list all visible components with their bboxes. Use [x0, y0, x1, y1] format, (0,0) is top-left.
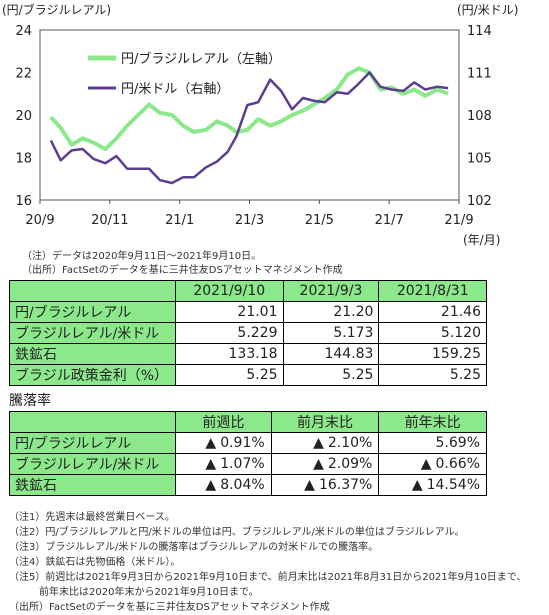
footnote: （注2）円/ブラジルレアルと円/米ドルの単位は円、ブラジルレアル/米ドルの単位は… — [9, 527, 465, 538]
y-left-tick-labels: 16 18 20 22 24 — [15, 24, 32, 209]
cell-value: ▲ 2.10% — [270, 432, 380, 454]
table-row: 鉄鉱石 133.18 144.83 159.25 — [9, 343, 487, 365]
table-row: 円/ブラジルレアル ▲ 0.91% ▲ 2.10% 5.69% — [9, 432, 487, 454]
header-blank-cell — [9, 280, 176, 302]
cell-value: 5.25 — [282, 364, 380, 386]
change-table: 前週比 前月末比 前年末比 円/ブラジルレアル ▲ 0.91% ▲ 2.10% 5.… — [9, 411, 487, 496]
footnote: （注5）前週比は2021年9月3日から2021年9月10日まで、前月末比は202… — [9, 572, 527, 583]
decline-mark: ▲ — [313, 435, 324, 451]
table-row: ブラジルレアル/米ドル 5.229 5.173 5.120 — [9, 322, 487, 344]
table-row: ブラジルレアル/米ドル ▲ 1.07% ▲ 2.09% ▲ 0.66% — [9, 453, 487, 475]
x-tick-label: 20/11 — [91, 213, 128, 228]
cell-value: 21.20 — [282, 301, 380, 323]
row-label: ブラジルレアル/米ドル — [9, 322, 176, 344]
table-row: 鉄鉱石 ▲ 8.04% ▲ 16.37% ▲ 14.54% — [9, 474, 487, 496]
footnote: 前年末比は2020年末から2021年9月10日まで。 — [9, 587, 259, 598]
x-tick-label: 21/3 — [235, 213, 264, 228]
y-left-axis-title: (円/ブラジルレアル) — [2, 2, 111, 17]
cell-value: ▲ 1.07% — [175, 453, 272, 475]
y-right-tick-labels: 102 105 108 111 114 — [467, 24, 492, 209]
fx-line-chart: (円/ブラジルレアル) (円/米ドル) 16 18 20 22 24 102 105 108… — [2, 2, 518, 247]
decline-mark: ▲ — [420, 456, 432, 472]
header-period: 前月末比 — [270, 411, 380, 433]
y-left-tick-label: 16 — [15, 194, 32, 209]
cell-value: 5.173 — [282, 322, 380, 344]
y-right-tick-label: 111 — [467, 67, 492, 82]
y-right-tick-label: 114 — [467, 24, 492, 39]
chart-source: （出所）FactSetのデータを基に三井住友DSアセットマネジメント作成 — [22, 265, 343, 276]
chart-note: （注）データは2020年9月11日～2021年9月10日。 — [22, 251, 262, 262]
x-tick-labels: 20/9 20/11 21/1 21/3 21/5 21/7 21/9 — [25, 200, 474, 228]
y-right-tick-label: 105 — [467, 152, 492, 167]
x-tick-label: 20/9 — [25, 213, 54, 228]
cell-value: 5.229 — [175, 322, 284, 344]
cell-value: 5.25 — [378, 364, 487, 386]
y-left-tick-label: 24 — [15, 24, 32, 39]
legend-label-usd: 円/米ドル（右軸） — [121, 82, 229, 97]
rates-table: 2021/9/10 2021/9/3 2021/8/31 円/ブラジルレアル 2… — [9, 280, 487, 386]
row-label: 円/ブラジルレアル — [9, 301, 176, 323]
cell-value: 21.01 — [175, 301, 284, 323]
footnote: （注4）鉄鉱石は先物価格（米ドル）。 — [9, 557, 181, 568]
y-right-axis-title: (円/米ドル) — [457, 3, 518, 17]
cell-value: 5.120 — [378, 322, 487, 344]
y-right-tick-label: 108 — [467, 109, 492, 124]
footnote: （注1）先週末は最終営業日ベース。 — [9, 512, 175, 523]
header-date: 2021/8/31 — [378, 280, 487, 302]
cell-value: ▲ 2.09% — [270, 453, 380, 475]
cell-value: 133.18 — [175, 343, 284, 365]
footnote: （出所）FactSetのデータを基に三井住友DSアセットマネジメント作成 — [9, 602, 330, 613]
legend-label-brl: 円/ブラジルレアル（左軸） — [121, 51, 281, 67]
cell-value: 159.25 — [378, 343, 487, 365]
cell-value: ▲ 16.37% — [270, 474, 380, 496]
decline-mark: ▲ — [313, 456, 324, 472]
rates-table-header: 2021/9/10 2021/9/3 2021/8/31 — [9, 280, 487, 302]
row-label: ブラジル政策金利（%） — [9, 364, 176, 386]
x-tick-label: 21/5 — [305, 213, 334, 228]
x-tick-label: 21/7 — [375, 213, 404, 228]
y-left-tick-label: 18 — [15, 152, 32, 167]
decline-mark: ▲ — [411, 477, 423, 493]
y-left-tick-label: 22 — [15, 67, 32, 82]
header-blank-cell — [9, 411, 176, 433]
header-date: 2021/9/10 — [175, 280, 284, 302]
decline-mark: ▲ — [205, 456, 217, 472]
x-axis-unit: (年/月) — [463, 233, 500, 247]
decline-mark: ▲ — [205, 435, 217, 451]
change-table-header: 前週比 前月末比 前年末比 — [9, 411, 487, 433]
x-tick-label: 21/9 — [444, 213, 473, 228]
row-label: ブラジルレアル/米ドル — [9, 453, 176, 475]
decline-mark: ▲ — [205, 477, 217, 493]
cell-value: 21.46 — [378, 301, 487, 323]
cell-value: ▲ 0.91% — [175, 432, 272, 454]
legend: 円/ブラジルレアル（左軸） 円/米ドル（右軸） — [88, 51, 281, 97]
header-period: 前年末比 — [378, 411, 487, 433]
footnote: （注3）ブラジルレアル/米ドルの騰落率はブラジルレアルの対米ドルでの騰落率。 — [9, 542, 379, 553]
x-tick-label: 21/1 — [165, 213, 194, 228]
y-left-tick-label: 20 — [15, 109, 32, 124]
y-right-tick-label: 102 — [467, 194, 492, 209]
header-date: 2021/9/3 — [282, 280, 380, 302]
table-row: ブラジル政策金利（%） 5.25 5.25 5.25 — [9, 364, 487, 386]
series-line-brl — [49, 66, 449, 151]
cell-value: 5.25 — [175, 364, 284, 386]
header-period: 前週比 — [175, 411, 272, 433]
cell-value: 5.69% — [378, 432, 487, 454]
table-row: 円/ブラジルレアル 21.01 21.20 21.46 — [9, 301, 487, 323]
cell-value: ▲ 14.54% — [378, 474, 487, 496]
row-label: 鉄鉱石 — [9, 474, 176, 496]
cell-value: 144.83 — [282, 343, 380, 365]
series-lines — [49, 66, 449, 185]
decline-mark: ▲ — [304, 477, 315, 493]
cell-value: ▲ 0.66% — [378, 453, 487, 475]
row-label: 鉄鉱石 — [9, 343, 176, 365]
change-section-title: 騰落率 — [9, 393, 51, 409]
cell-value: ▲ 8.04% — [175, 474, 272, 496]
series-line-usd — [49, 71, 449, 185]
row-label: 円/ブラジルレアル — [9, 432, 176, 454]
